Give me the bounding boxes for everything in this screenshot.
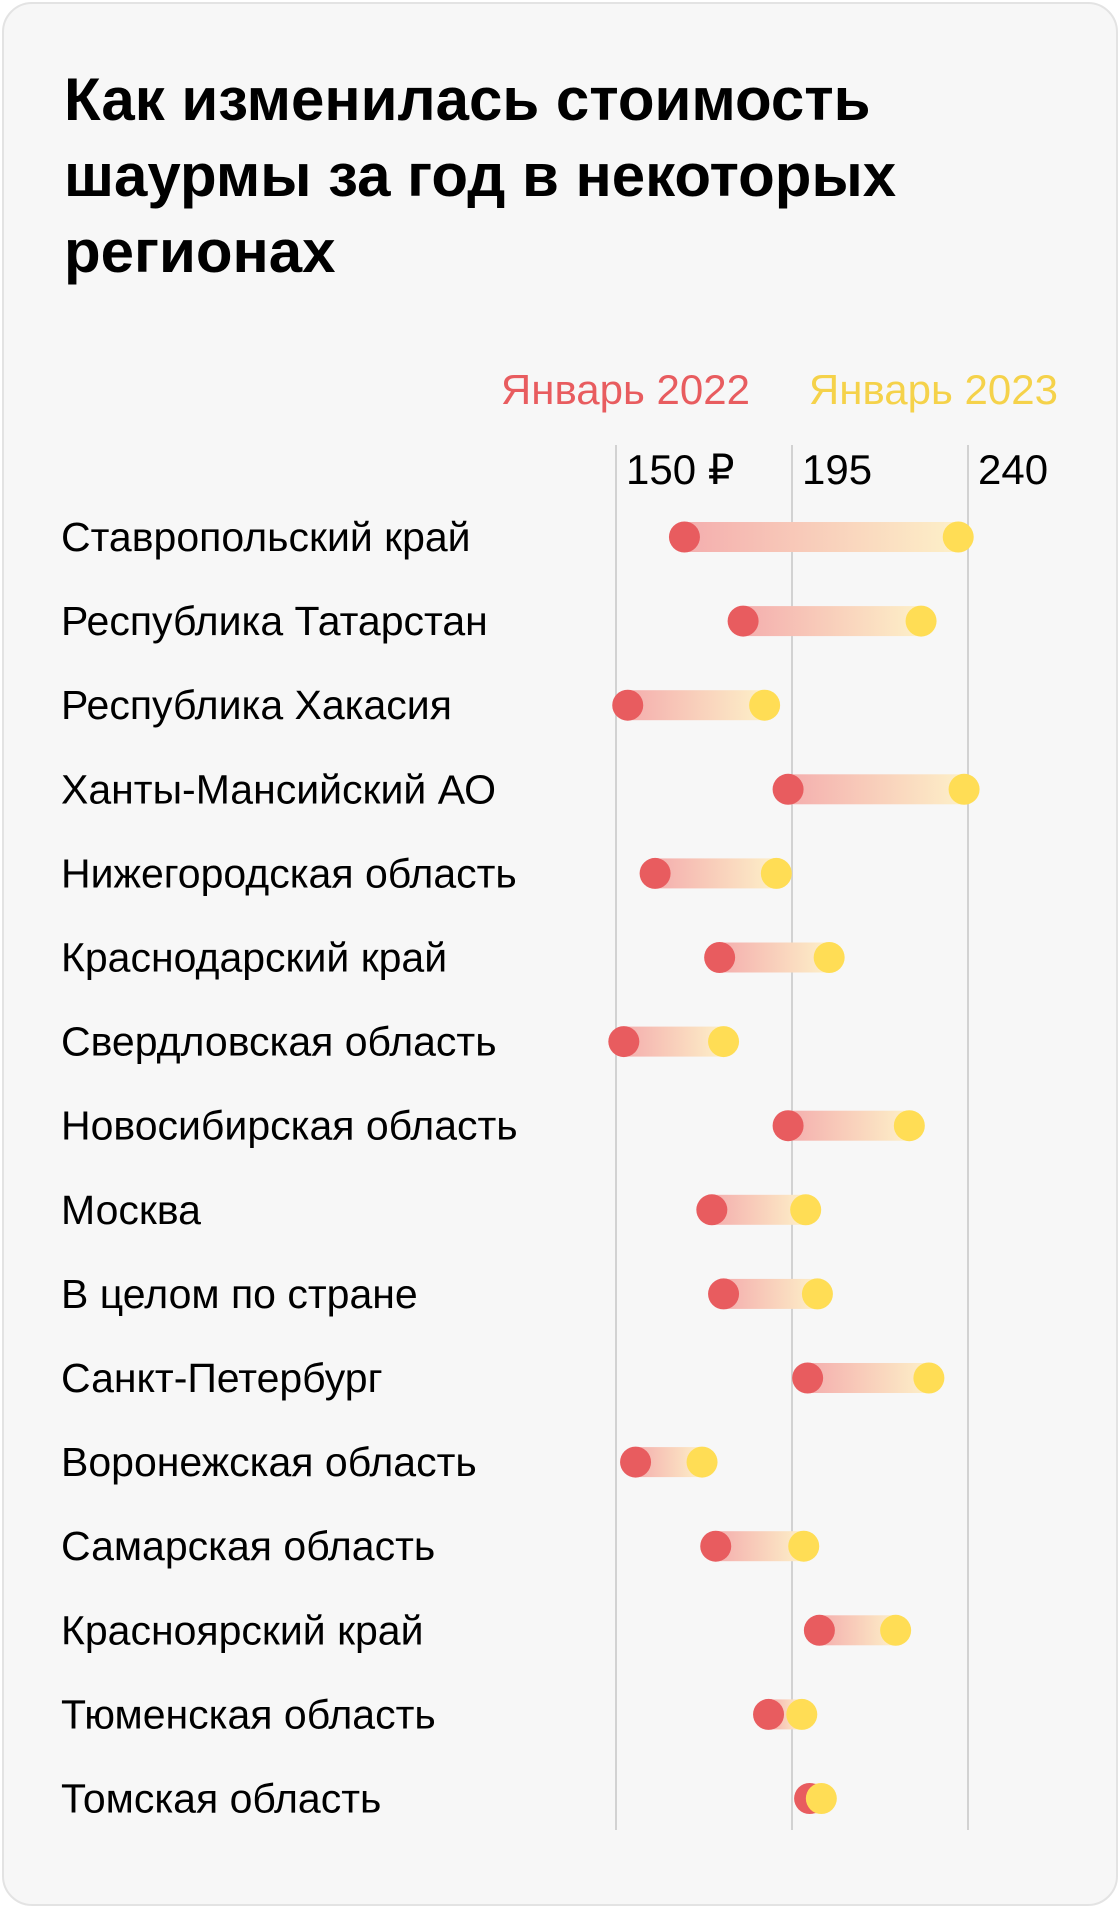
- chart-row: Красноярский край: [61, 1607, 912, 1653]
- chart-row: Новосибирская область: [61, 1103, 925, 1149]
- range-bar: [627, 690, 765, 721]
- x-tick-label: 150 ₽: [626, 446, 734, 493]
- dot-jan-2022: [727, 605, 759, 637]
- row-label: Нижегородская область: [61, 850, 517, 896]
- dot-jan-2023: [913, 1362, 945, 1394]
- dot-jan-2023: [813, 942, 845, 973]
- row-label: Томская область: [61, 1776, 381, 1822]
- range-bar: [743, 606, 922, 637]
- dot-jan-2022: [753, 1698, 785, 1730]
- chart-rows: Ставропольский край Республика Татарстан Р…: [61, 514, 980, 1822]
- dot-jan-2022: [704, 942, 736, 973]
- dot-jan-2023: [686, 1446, 718, 1478]
- chart-row: Республика Татарстан: [61, 598, 937, 644]
- chart-row: Республика Хакасия: [61, 682, 781, 728]
- row-label: Новосибирская область: [61, 1103, 518, 1149]
- dot-jan-2022: [772, 1110, 804, 1142]
- row-label: Ханты-Мансийский АО: [61, 766, 496, 812]
- legend-item-jan-2023: Январь 2023: [809, 366, 1058, 413]
- x-tick-label: 240: [978, 446, 1048, 493]
- chart-row: Томская область: [61, 1776, 837, 1822]
- dot-jan-2022: [612, 689, 644, 721]
- dot-jan-2023: [801, 1278, 833, 1310]
- dot-jan-2023: [708, 1026, 740, 1058]
- dot-jan-2023: [786, 1698, 818, 1730]
- range-bar: [711, 1194, 806, 1225]
- row-label: Республика Хакасия: [61, 682, 452, 728]
- chart-row: Ставропольский край: [61, 514, 974, 560]
- dot-jan-2022: [700, 1530, 732, 1562]
- chart-row: Самарская область: [61, 1523, 820, 1569]
- range-bar: [623, 1026, 724, 1057]
- dot-jan-2022: [620, 1446, 652, 1478]
- chart-row: Москва: [61, 1187, 822, 1233]
- dot-jan-2023: [942, 521, 974, 553]
- range-bar: [719, 942, 830, 973]
- dot-jan-2022: [696, 1194, 728, 1226]
- dot-jan-2023: [805, 1783, 837, 1814]
- dot-jan-2023: [788, 1530, 820, 1562]
- row-label: Республика Татарстан: [61, 598, 488, 644]
- row-label: Свердловская область: [61, 1019, 497, 1065]
- dot-jan-2022: [792, 1362, 824, 1394]
- dot-jan-2023: [905, 605, 937, 637]
- chart-row: Краснодарский край: [61, 935, 845, 981]
- row-label: Красноярский край: [61, 1607, 424, 1653]
- x-tick-label: 195: [802, 446, 872, 493]
- legend-item-jan-2022: Январь 2022: [501, 366, 750, 413]
- chart-row: Санкт-Петербург: [61, 1355, 945, 1401]
- dot-jan-2023: [948, 773, 980, 805]
- dot-jan-2023: [880, 1614, 912, 1646]
- range-bar: [684, 522, 959, 552]
- dot-jan-2023: [749, 689, 781, 721]
- range-bar: [655, 858, 777, 889]
- row-label: Ставропольский край: [61, 514, 471, 560]
- chart-row: Тюменская область: [61, 1691, 818, 1737]
- dot-jan-2022: [668, 521, 700, 553]
- range-bar: [807, 1363, 929, 1393]
- row-label: Воронежская область: [61, 1439, 477, 1485]
- dot-jan-2023: [893, 1110, 925, 1142]
- chart-row: В целом по стране: [61, 1271, 833, 1317]
- row-label: Москва: [61, 1187, 201, 1233]
- chart-row: Свердловская область: [61, 1019, 740, 1065]
- chart-row: Нижегородская область: [61, 850, 792, 896]
- dot-jan-2022: [708, 1278, 740, 1310]
- x-axis-ticks: 150 ₽ 195 240: [626, 446, 1048, 493]
- chart-row: Ханты-Мансийский АО: [61, 766, 980, 812]
- row-label: Самарская область: [61, 1523, 435, 1569]
- range-bar: [788, 1110, 910, 1141]
- row-label: В целом по стране: [61, 1271, 418, 1317]
- legend: Январь 2022 Январь 2023: [501, 366, 1058, 413]
- dot-jan-2023: [760, 857, 792, 889]
- chart-row: Воронежская область: [61, 1439, 718, 1485]
- range-bar: [788, 774, 965, 805]
- dot-jan-2022: [772, 773, 804, 805]
- range-bar: [723, 1278, 818, 1309]
- dot-jan-2022: [608, 1026, 640, 1058]
- row-label: Тюменская область: [61, 1691, 436, 1737]
- dot-jan-2022: [803, 1614, 835, 1646]
- dot-jan-2023: [790, 1194, 822, 1226]
- chart-title: Как изменилась стоимость шаурмы за год в…: [64, 66, 897, 285]
- row-label: Краснодарский край: [61, 935, 447, 981]
- dot-jan-2022: [639, 857, 671, 889]
- row-label: Санкт-Петербург: [61, 1355, 383, 1401]
